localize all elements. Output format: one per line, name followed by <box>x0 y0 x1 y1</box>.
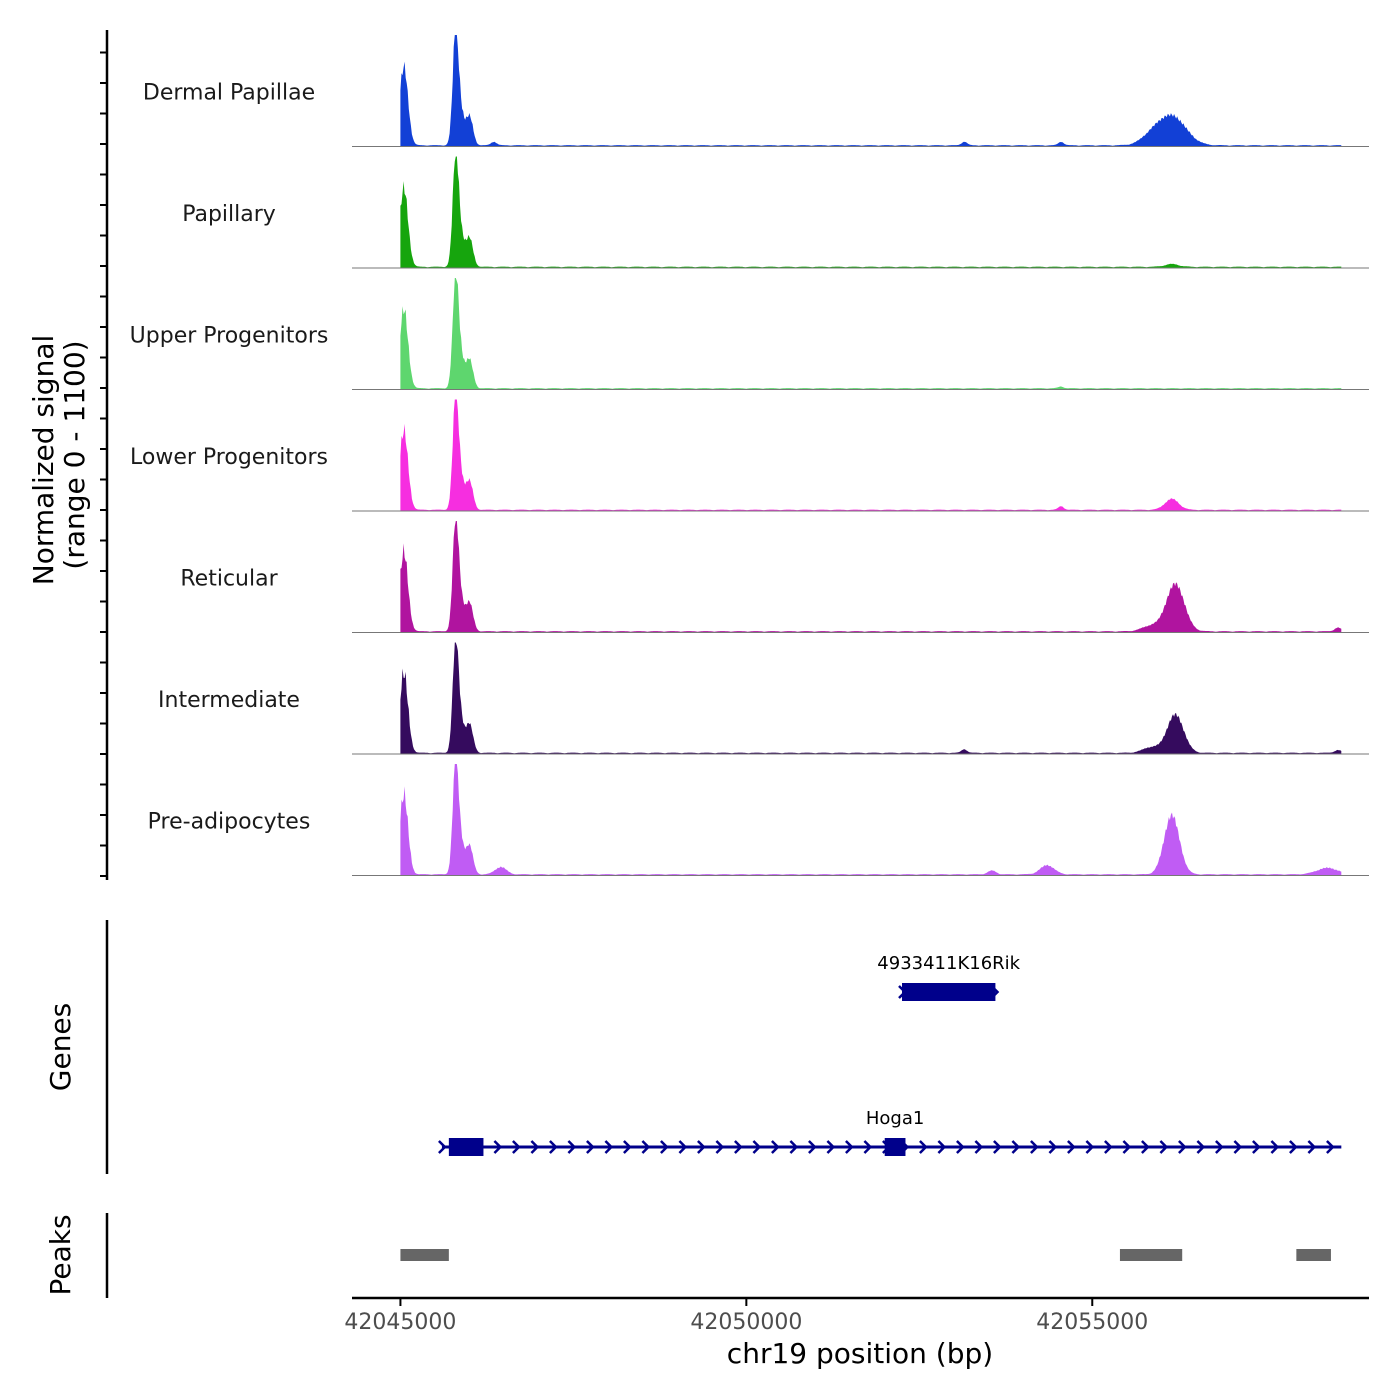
track-signal-area <box>400 642 1342 754</box>
strand-arrow <box>771 1140 780 1154</box>
y-axis-label-line1: Normalized signal <box>27 335 60 586</box>
strand-arrow <box>1307 1140 1317 1154</box>
track-label: Papillary <box>182 202 276 227</box>
strand-arrow <box>1326 1140 1335 1154</box>
strand-arrow <box>919 1140 928 1154</box>
gene-name: 4933411K16Rik <box>877 953 1020 974</box>
strand-arrow <box>808 1140 817 1154</box>
strand-arrow <box>1104 1140 1113 1154</box>
strand-arrow <box>530 1140 540 1154</box>
strand-arrow <box>789 1140 799 1154</box>
genes-label: Genes <box>44 1003 77 1091</box>
track-upper-progenitors: Upper Progenitors <box>130 278 1369 390</box>
strand-arrow <box>1141 1140 1150 1154</box>
track-pre-adipocytes: Pre-adipocytes <box>148 764 1369 876</box>
strand-arrow <box>586 1140 595 1154</box>
track-label: Upper Progenitors <box>130 324 329 349</box>
track-signal-area <box>400 278 1342 390</box>
track-papillary: Papillary <box>182 156 1369 269</box>
x-tick-label: 42045000 <box>344 1310 456 1335</box>
strand-arrow <box>697 1140 706 1154</box>
strand-arrow <box>956 1140 965 1154</box>
peak-region <box>1296 1249 1331 1261</box>
peak-regions <box>400 1249 1331 1261</box>
track-label: Dermal Papillae <box>143 81 315 106</box>
gene-hoga1: Hoga1 <box>438 1108 1342 1156</box>
strand-arrow <box>1252 1140 1261 1154</box>
strand-arrow <box>1289 1140 1298 1154</box>
gene-4933411k16rik: 4933411K16Rik <box>877 953 1021 1001</box>
x-tick-label: 42050000 <box>690 1310 802 1335</box>
strand-arrow <box>734 1140 743 1154</box>
y-axis-label-line2: (range 0 - 1100) <box>58 340 91 569</box>
strand-arrow <box>438 1140 447 1154</box>
track-signal-area <box>400 35 1342 147</box>
x-tick-label: 42055000 <box>1036 1310 1148 1335</box>
track-reticular: Reticular <box>180 521 1369 633</box>
peaks-label: Peaks <box>44 1214 77 1295</box>
strand-arrow <box>1067 1140 1076 1154</box>
gene-exon <box>884 1138 906 1156</box>
track-signal-area <box>400 399 1342 511</box>
signal-tracks: Dermal Papillae Papillary Upper Progenitor… <box>130 35 1369 876</box>
strand-arrow <box>623 1140 632 1154</box>
track-dermal-papillae: Dermal Papillae <box>143 35 1369 147</box>
strand-arrow <box>826 1140 836 1154</box>
strand-arrow <box>863 1140 873 1154</box>
strand-arrow <box>1215 1140 1224 1154</box>
strand-arrow <box>937 1140 947 1154</box>
strand-arrow <box>678 1140 688 1154</box>
strand-arrow <box>1233 1140 1243 1154</box>
track-signal-area <box>400 521 1342 633</box>
strand-arrow <box>512 1140 521 1154</box>
track-signal-area <box>400 156 1342 268</box>
track-label: Reticular <box>180 567 278 592</box>
strand-arrow <box>752 1140 762 1154</box>
strand-arrow <box>549 1140 558 1154</box>
track-label: Pre-adipocytes <box>148 810 311 835</box>
strand-arrow <box>1196 1140 1206 1154</box>
strand-arrow <box>1085 1140 1095 1154</box>
signal-y-axis <box>100 30 109 880</box>
gene-exon <box>902 983 996 1001</box>
strand-arrow <box>1270 1140 1280 1154</box>
strand-arrow <box>845 1140 854 1154</box>
strand-arrow <box>1048 1140 1058 1154</box>
strand-arrow <box>641 1140 651 1154</box>
x-axis-title: chr19 position (bp) <box>727 1337 993 1370</box>
strand-arrow <box>604 1140 614 1154</box>
gene-annotations: 4933411K16Rik Hoga1 <box>438 953 1342 1156</box>
track-label: Intermediate <box>158 688 300 713</box>
track-intermediate: Intermediate <box>158 642 1369 755</box>
peak-region <box>400 1249 449 1261</box>
track-signal-area <box>400 764 1342 876</box>
track-lower-progenitors: Lower Progenitors <box>130 399 1369 512</box>
x-axis-ticks: 42045000 42050000 42055000 <box>344 1298 1148 1335</box>
strand-arrow <box>715 1140 725 1154</box>
strand-arrow <box>1030 1140 1039 1154</box>
strand-arrow <box>660 1140 669 1154</box>
strand-arrow <box>567 1140 577 1154</box>
strand-arrow <box>1178 1140 1187 1154</box>
track-label: Lower Progenitors <box>130 445 328 470</box>
strand-arrow <box>1122 1140 1132 1154</box>
strand-arrow <box>1159 1140 1169 1154</box>
gene-exon <box>448 1138 484 1156</box>
peak-region <box>1119 1249 1183 1261</box>
strand-arrow <box>993 1140 1002 1154</box>
strand-arrow <box>1011 1140 1021 1154</box>
strand-arrow <box>493 1140 503 1154</box>
gene-name: Hoga1 <box>866 1108 924 1129</box>
strand-arrow <box>974 1140 984 1154</box>
